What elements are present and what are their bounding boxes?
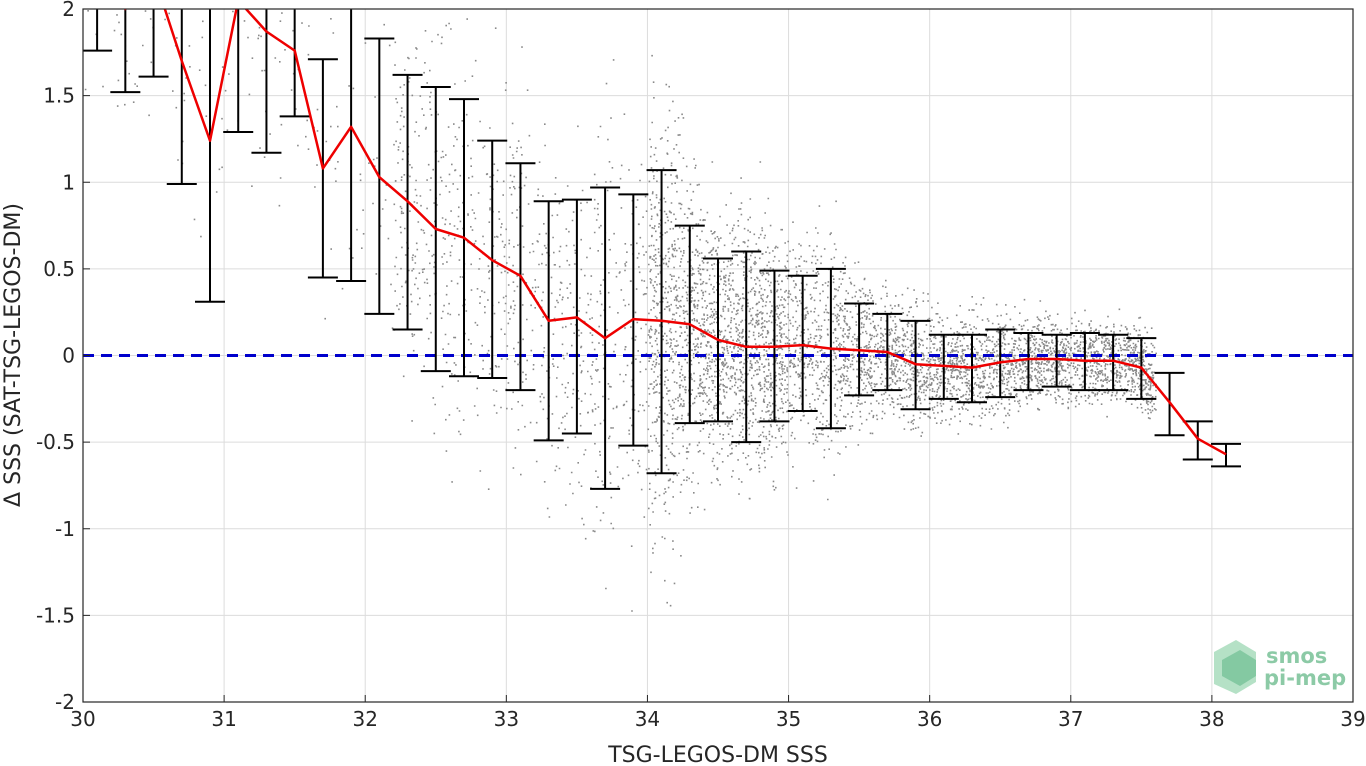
y-tick-label: 1.5 (43, 84, 75, 108)
y-tick-label: 0.5 (43, 257, 75, 281)
axis-ticks (82, 8, 1354, 703)
y-tick-label: -0.5 (36, 430, 75, 454)
x-tick-label: 34 (635, 707, 660, 731)
x-tick-label: 38 (1199, 707, 1224, 731)
x-tick-label: 33 (494, 707, 519, 731)
mean-line (123, 9, 1227, 456)
x-tick-label: 36 (917, 707, 942, 731)
x-tick-label: 30 (70, 707, 95, 731)
y-tick-label: 2 (62, 0, 75, 21)
y-axis-label: Δ SSS (SAT-TSG-LEGOS-DM) (1, 203, 26, 507)
y-tick-label: -2 (55, 690, 75, 714)
x-tick-label: 32 (352, 707, 377, 731)
y-tick-label: -1 (55, 517, 75, 541)
y-tick-label: -1.5 (36, 603, 75, 627)
x-tick-labels: 30 31 32 33 34 35 36 37 38 39 (70, 707, 1365, 731)
x-tick-label: 37 (1058, 707, 1083, 731)
y-tick-labels: -2 -1.5 -1 -0.5 0 0.5 1 1.5 2 (36, 0, 75, 714)
y-tick-label: 0 (62, 344, 75, 368)
smos-pimep-logo: smos pi-mep (1214, 640, 1346, 694)
mean-line-group (123, 9, 1227, 456)
x-tick-label: 31 (211, 707, 236, 731)
logo-text-smos: smos (1266, 644, 1327, 668)
logo-text-pimep: pi-mep (1264, 666, 1346, 690)
x-tick-label: 39 (1340, 707, 1365, 731)
y-tick-label: 1 (62, 170, 75, 194)
x-axis-label: TSG-LEGOS-DM SSS (607, 743, 828, 766)
x-tick-label: 35 (776, 707, 801, 731)
